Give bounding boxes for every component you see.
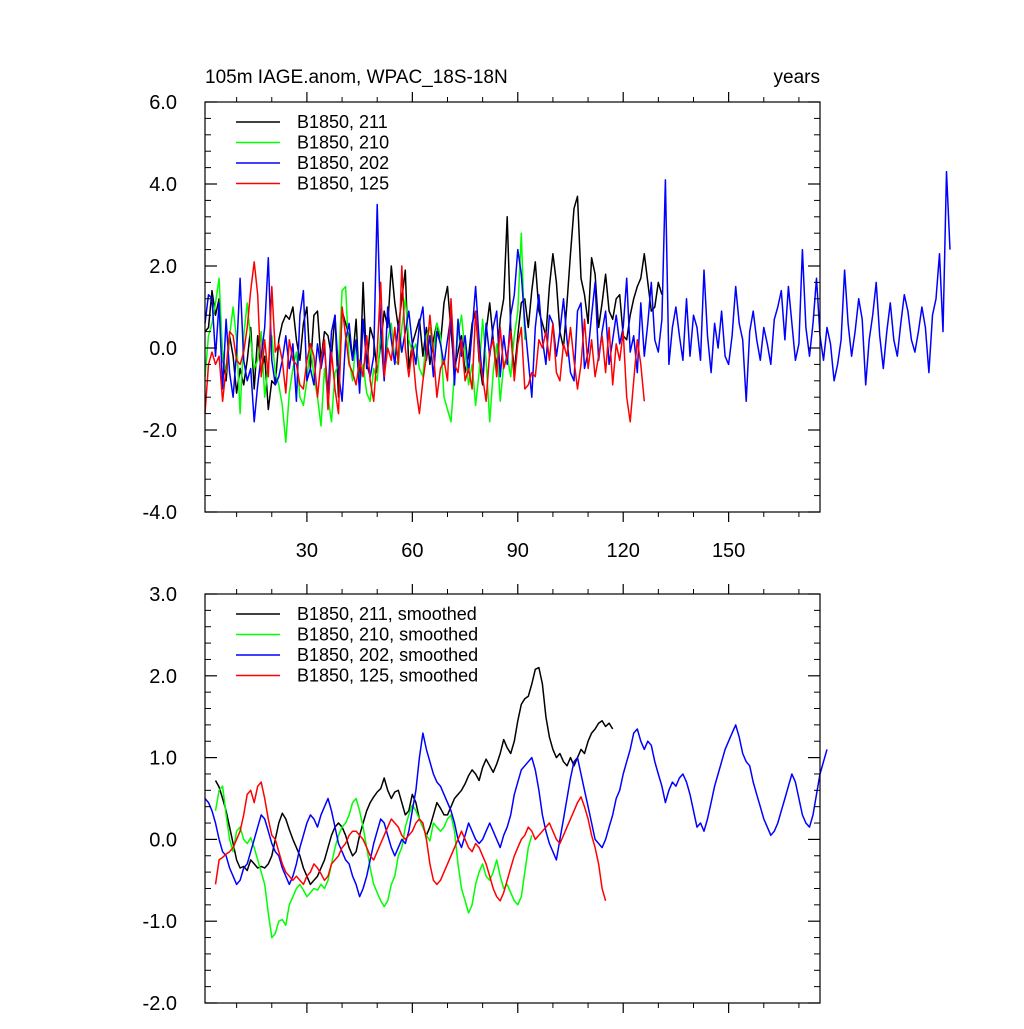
bottom-plot-frame (204, 593, 821, 1004)
chart-title: 105m IAGE.anom, WPAC_18S-18N (205, 67, 508, 88)
top-x-tick-label: 90 (507, 540, 529, 562)
top-y-tick-label: 4.0 (149, 174, 177, 196)
bottom-panel: -2.0 -1.0 0.0 1.0 2.0 3.0 B1850, 211, smoothe… (143, 584, 828, 1015)
top-y-tick-label: -2.0 (143, 420, 177, 442)
top-x-tick-label: 120 (607, 540, 640, 562)
top-x-tick-label: 30 (296, 540, 318, 562)
bottom-y-tick-label: 1.0 (149, 748, 177, 770)
bottom-legend-label-1: B1850, 211, smoothed (297, 604, 477, 624)
bottom-series-group (204, 666, 828, 939)
bottom-series-line-3 (204, 724, 828, 898)
top-panel: 105m IAGE.anom, WPAC_18S-18N years -4.0-… (143, 67, 951, 562)
top-series-line-3 (204, 170, 951, 423)
bottom-y-tick-label: 3.0 (149, 584, 177, 606)
bottom-y-tick-label: 0.0 (149, 829, 177, 851)
top-legend-label-2: B1850, 210 (297, 133, 389, 153)
top-axes: -4.0 -2.0 0.0 2.0 4.0 6.0 30 60 90 120 150 (143, 92, 821, 562)
top-y-tick-label: 0.0 (149, 338, 177, 360)
top-legend-label-4: B1850, 125 (297, 174, 389, 194)
top-series-line-1 (204, 195, 663, 411)
top-y-tick-label: -4.0 (143, 502, 177, 524)
bottom-axes: -2.0 -1.0 0.0 1.0 2.0 3.0 (143, 584, 821, 1015)
bottom-y-tick-label: -2.0 (143, 993, 177, 1015)
chart-units-label: years (774, 67, 820, 88)
top-series-line-4 (204, 261, 646, 423)
top-plot-frame (204, 101, 821, 513)
bottom-y-tick-label: 2.0 (149, 666, 177, 688)
bottom-legend-label-4: B1850, 125, smoothed (297, 666, 478, 686)
bottom-y-tick-label: -1.0 (143, 911, 177, 933)
top-series-line-2 (204, 232, 526, 444)
top-legend-label-1: B1850, 211 (297, 112, 388, 132)
top-x-tick-label: 150 (712, 540, 745, 562)
top-y-tick-label: 2.0 (149, 256, 177, 278)
bottom-legend-label-2: B1850, 210, smoothed (297, 625, 478, 645)
top-series-group (204, 170, 951, 444)
bottom-series-line-2 (214, 785, 533, 939)
top-legend-label-3: B1850, 202 (297, 153, 389, 173)
top-x-tick-label: 60 (401, 540, 423, 562)
bottom-legend-label-3: B1850, 202, smoothed (297, 645, 478, 665)
top-y-tick-label: 6.0 (149, 92, 177, 114)
bottom-series-line-4 (214, 781, 607, 902)
